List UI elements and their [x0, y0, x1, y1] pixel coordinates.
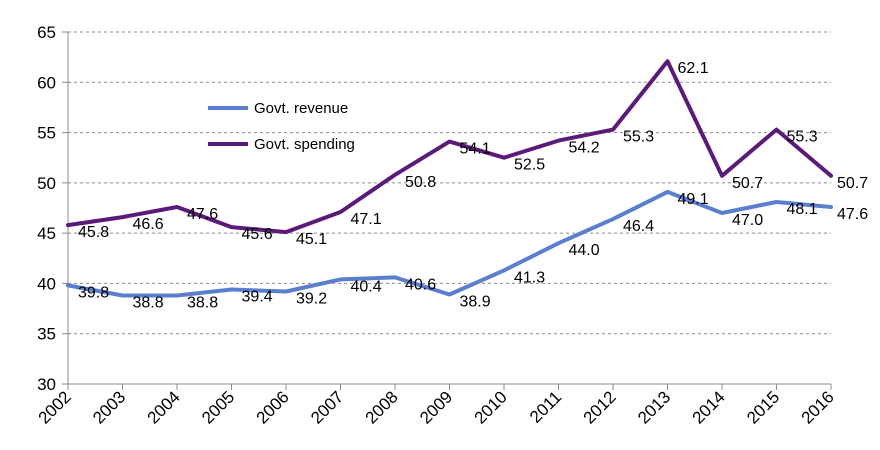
- series-lines: [66, 59, 833, 298]
- data-label: 52.5: [514, 157, 545, 174]
- y-tick-label: 30: [37, 375, 56, 394]
- x-tick-label: 2004: [144, 387, 184, 427]
- data-label: 54.1: [460, 141, 491, 158]
- data-label: 50.8: [405, 174, 436, 191]
- data-label: 48.1: [787, 201, 818, 218]
- series-line-revenue: [66, 189, 833, 298]
- data-label: 39.8: [78, 284, 109, 301]
- data-label: 46.6: [133, 216, 164, 233]
- gridlines: [68, 31, 831, 335]
- data-label: 41.3: [514, 269, 545, 286]
- x-tick-label: 2013: [634, 387, 674, 427]
- x-tick-label: 2011: [526, 387, 565, 426]
- x-tick-label: 2015: [743, 387, 783, 427]
- data-label: 45.8: [78, 224, 109, 241]
- data-label: 62.1: [678, 60, 709, 77]
- data-label: 50.7: [837, 175, 868, 192]
- data-label: 55.3: [623, 129, 654, 146]
- x-tick-label: 2008: [362, 387, 402, 427]
- data-label: 40.6: [405, 276, 436, 293]
- y-tick-label: 50: [37, 174, 56, 193]
- data-label: 40.4: [351, 278, 382, 295]
- series-line-spending: [66, 59, 833, 235]
- data-label: 45.1: [296, 231, 327, 248]
- y-tick-label: 35: [37, 325, 56, 344]
- y-tick-label: 55: [37, 124, 56, 143]
- legend-label: Govt. revenue: [254, 100, 348, 117]
- data-label: 38.9: [460, 293, 491, 310]
- y-tick-label: 60: [37, 73, 56, 92]
- y-tick-label: 45: [37, 224, 56, 243]
- x-tick-label: 2016: [798, 387, 838, 427]
- data-label: 47.0: [732, 212, 763, 229]
- data-label: 47.6: [187, 206, 218, 223]
- data-label: 49.1: [678, 191, 709, 208]
- x-tick-label: 2005: [198, 387, 238, 427]
- x-tick-label: 2007: [307, 387, 347, 427]
- data-label: 55.3: [787, 129, 818, 146]
- legend: Govt. revenue Govt. spending: [208, 100, 355, 153]
- x-tick-label: 2009: [416, 387, 456, 427]
- x-tick-label: 2012: [580, 387, 620, 427]
- x-tick-label: 2014: [689, 387, 729, 427]
- data-label: 38.8: [187, 294, 218, 311]
- legend-label: Govt. spending: [254, 136, 355, 153]
- data-label: 50.7: [732, 175, 763, 192]
- y-tick-label: 40: [37, 274, 56, 293]
- y-tick-label: 65: [37, 23, 56, 42]
- data-label: 46.4: [623, 218, 654, 235]
- data-label: 47.6: [837, 206, 868, 223]
- data-label: 54.2: [569, 140, 600, 157]
- data-label: 39.2: [296, 290, 327, 307]
- data-label: 44.0: [569, 242, 600, 259]
- data-label: 45.6: [242, 226, 273, 243]
- data-label: 38.8: [133, 294, 164, 311]
- x-tick-label: 2010: [471, 387, 511, 427]
- x-tick-label: 2003: [89, 387, 129, 427]
- x-tick-label: 2006: [253, 387, 293, 427]
- data-label: 47.1: [351, 211, 382, 228]
- data-label: 39.4: [242, 288, 273, 305]
- data-labels: 39.8 38.8 38.8 39.4 39.2 40.4 40.6 38.9 41.3 44.0…: [78, 60, 868, 311]
